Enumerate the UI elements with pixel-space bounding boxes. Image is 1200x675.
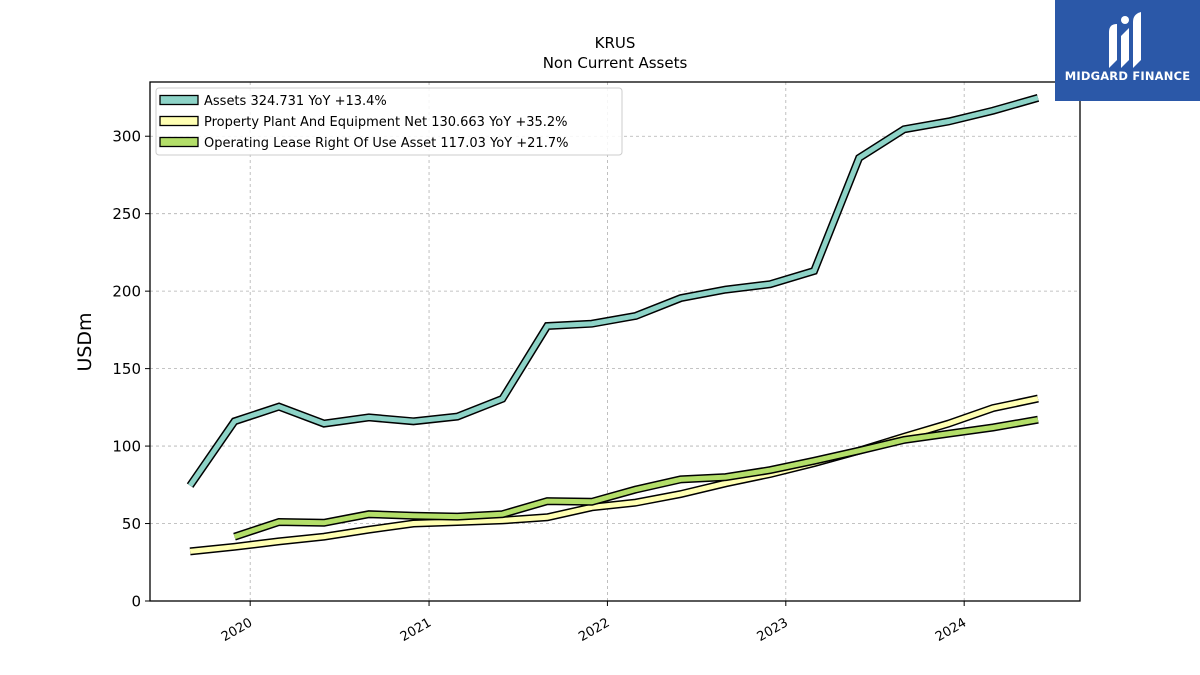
data-point [277, 404, 282, 409]
x-tick-label: 2024 [933, 615, 969, 645]
data-point [723, 475, 728, 480]
data-point [500, 512, 505, 517]
data-point [723, 287, 728, 292]
data-point [589, 321, 594, 326]
data-point [545, 324, 550, 329]
data-point [902, 438, 907, 443]
data-point [232, 419, 237, 424]
brand-logo: MIDGARD FINANCE [1055, 0, 1200, 101]
data-point [633, 487, 638, 492]
legend-swatch [159, 94, 199, 106]
data-point [857, 156, 862, 161]
data-point [589, 499, 594, 504]
data-point [322, 520, 327, 525]
y-tick-label: 150 [112, 360, 141, 378]
data-point [633, 500, 638, 505]
x-tick-label: 2023 [755, 615, 791, 645]
data-point [455, 414, 460, 419]
data-point [411, 513, 416, 518]
chart-title: KRUS [595, 34, 636, 52]
data-point [678, 477, 683, 482]
y-axis-label: USDm [74, 312, 96, 371]
data-point [768, 282, 773, 287]
series-line-outline [186, 94, 1040, 488]
y-tick-label: 100 [112, 438, 141, 456]
legend-swatch [159, 115, 199, 127]
data-point [455, 514, 460, 519]
y-tick-label: 250 [112, 205, 141, 223]
legend-swatch [159, 136, 199, 148]
chart-subtitle: Non Current Assets [543, 54, 688, 72]
data-point [991, 108, 996, 113]
x-tick-label: 2021 [398, 615, 434, 645]
data-point [277, 539, 282, 544]
data-point [188, 549, 193, 554]
data-point [768, 468, 773, 473]
data-point [1036, 396, 1041, 401]
data-point [322, 534, 327, 539]
y-tick-label: 200 [112, 283, 141, 301]
data-point [277, 520, 282, 525]
data-point [545, 515, 550, 520]
data-point [232, 534, 237, 539]
data-point [723, 481, 728, 486]
data-point [500, 396, 505, 401]
data-point [678, 296, 683, 301]
series-lines [186, 94, 1041, 556]
series-2-line-group [232, 415, 1041, 541]
plot-frame [149, 81, 1081, 602]
midgard-logo-icon [1109, 12, 1141, 68]
data-point [991, 425, 996, 430]
data-point [946, 431, 951, 436]
series-0-line-group [186, 94, 1041, 488]
legend: Assets 324.731 YoY +13.4% Property Plant … [155, 87, 623, 156]
data-point [1036, 96, 1041, 101]
data-point [232, 544, 237, 549]
data-point [946, 119, 951, 124]
legend-label: Property Plant And Equipment Net 130.663… [204, 115, 568, 130]
data-point [367, 512, 372, 517]
y-tick-label: 300 [112, 128, 141, 146]
data-point [812, 458, 817, 463]
data-point [500, 518, 505, 523]
series-line [233, 417, 1039, 540]
data-point [991, 406, 996, 411]
data-point [188, 483, 193, 488]
data-point [812, 269, 817, 274]
legend-label: Assets 324.731 YoY +13.4% [204, 94, 387, 109]
data-point [1036, 417, 1041, 422]
brand-name: MIDGARD FINANCE [1064, 69, 1191, 83]
data-point [411, 419, 416, 424]
data-point [902, 127, 907, 132]
data-point [367, 527, 372, 532]
x-tick-label: 2020 [219, 615, 255, 645]
data-point [322, 421, 327, 426]
y-tick-label: 50 [122, 515, 141, 533]
y-tick-label: 0 [131, 593, 141, 611]
data-point [545, 499, 550, 504]
data-point [946, 421, 951, 426]
data-point [633, 314, 638, 319]
x-tick-label: 2022 [576, 615, 612, 645]
legend-box [155, 87, 623, 156]
data-point [678, 492, 683, 497]
legend-label: Operating Lease Right Of Use Asset 117.0… [204, 136, 568, 151]
data-point [411, 521, 416, 526]
data-point [367, 415, 372, 420]
series-line [188, 95, 1039, 488]
data-point [857, 448, 862, 453]
